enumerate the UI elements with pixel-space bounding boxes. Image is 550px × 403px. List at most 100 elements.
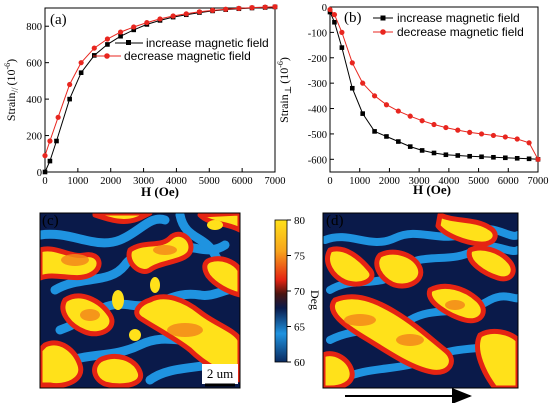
panel-a-xtick-label: 5000 — [199, 176, 220, 187]
panel-a-ytick-label: 800 — [26, 22, 42, 33]
panel-b-point-decrease — [349, 60, 355, 66]
panel-a-point-decrease — [78, 60, 84, 66]
panel-a-point-decrease — [262, 4, 268, 10]
panel-a-point-decrease — [67, 81, 73, 88]
panel-b-point-decrease — [478, 131, 485, 137]
panel-b-point-decrease — [455, 127, 461, 133]
panel-b-ytick-label: -500 — [308, 130, 327, 141]
panel-b-point-increase — [396, 139, 401, 144]
colorbar-tick-label: 80 — [294, 215, 306, 227]
panel-b-point-increase — [431, 150, 437, 156]
panel-b-ylabel: Strain⊥ (10-6) — [276, 57, 293, 123]
panel-a-series — [42, 4, 278, 175]
panel-a-axes: 0 1000 2000 3000 4000 5000 6000 7000 0 200 400 600 8… — [26, 22, 285, 187]
panel-a-ylabel-sub: // — [10, 87, 20, 93]
panel-b-ytick-label: -600 — [308, 155, 327, 166]
panel-a-ytick-label: 600 — [26, 59, 42, 70]
panel-b-point-increase — [360, 111, 365, 116]
panel-b-ytick-label: 0 — [322, 3, 327, 14]
panel-b-xlabel: H (Oe) — [413, 182, 451, 197]
panel-b-point-decrease — [502, 134, 508, 140]
panel-b-legend-marker-increase — [380, 15, 386, 21]
panel-b-legend-increase: increase magnetic field — [397, 11, 520, 25]
colorbar-tick-label: 65 — [294, 322, 306, 334]
panel-a-point-increase — [78, 70, 84, 75]
panel-b-chart: 0 1000 2000 3000 4000 5000 6000 7000 0 -100 -200 -3… — [276, 3, 549, 197]
colorbar-label: Deg — [308, 290, 322, 310]
panel-a-ylabel-main: Strain — [4, 93, 18, 122]
panel-a-point-decrease — [55, 114, 61, 120]
panel-a-ylabel: Strain// (10-6) — [3, 59, 20, 121]
panel-b-point-increase — [443, 152, 449, 158]
panel-a-point-increase — [105, 42, 110, 47]
panel-a-legend-marker-decrease — [104, 53, 110, 59]
panel-b-point-increase — [372, 129, 377, 134]
panel-b-point-decrease — [360, 80, 366, 86]
panel-a-legend-marker-increase — [126, 40, 131, 45]
panel-b-xtick-label: 7000 — [528, 176, 549, 187]
panel-b-point-decrease — [407, 113, 413, 119]
panel-a-ytick-label: 400 — [26, 95, 42, 106]
panel-b-point-decrease — [383, 102, 390, 108]
panel-b-plot-frame — [329, 6, 539, 173]
panel-b-xtick-label: 2000 — [379, 176, 400, 187]
panel-a-xtick-label: 6000 — [232, 176, 253, 187]
panel-b-point-decrease — [395, 108, 401, 114]
panel-b-point-decrease — [535, 156, 541, 162]
panel-a-point-decrease — [144, 19, 150, 26]
colorbar: 80 75 70 65 60 Deg — [274, 215, 322, 369]
panel-a-legend: increase magnetic field decrease magneti… — [93, 36, 269, 63]
panel-b-point-decrease — [419, 118, 425, 124]
scalebar: 2 um — [202, 364, 238, 387]
panel-a-point-increase — [47, 158, 53, 164]
panel-b-point-decrease — [431, 121, 437, 128]
panel-a-xtick-label: 4000 — [166, 176, 187, 187]
panel-a-xtick-label: 7000 — [265, 176, 286, 187]
panel-b-series — [327, 6, 541, 162]
panel-a-xtick-label: 0 — [42, 176, 47, 187]
panel-b-point-decrease — [526, 140, 532, 146]
panel-b-xtick-label: 3000 — [409, 176, 430, 187]
panel-b-legend-decrease: decrease magnetic field — [397, 25, 524, 39]
colorbar-ticks: 80 75 70 65 60 — [287, 215, 306, 369]
panel-c-domain-image: (c) 2 um — [39, 212, 241, 389]
panel-a-xtick-label: 1000 — [67, 176, 88, 187]
panel-b-ylabel-main: Strain — [277, 94, 291, 123]
panel-c-label: (c) — [42, 213, 59, 229]
panel-a-ytick-label: 200 — [26, 132, 42, 143]
panel-a-point-decrease — [117, 29, 124, 35]
panel-b-point-decrease — [371, 93, 378, 99]
panel-a-label: (a) — [50, 12, 67, 28]
panel-a-point-decrease — [131, 24, 137, 30]
panel-b-point-decrease — [327, 6, 333, 13]
panel-a-legend-decrease: decrease magnetic field — [124, 49, 251, 63]
scalebar-label: 2 um — [207, 366, 233, 381]
panel-a-xtick-label: 3000 — [133, 176, 154, 187]
panel-b-point-decrease — [339, 29, 345, 35]
panel-a-point-decrease — [104, 36, 111, 42]
panel-a-point-decrease — [272, 4, 278, 10]
panel-a-point-increase — [91, 53, 97, 58]
panel-b-point-increase — [349, 85, 355, 91]
colorbar-tick-label: 75 — [294, 251, 306, 263]
panel-a-ytick-label: 0 — [37, 168, 42, 179]
panel-b-point-increase — [467, 153, 472, 159]
panel-b-axes: 0 1000 2000 3000 4000 5000 6000 7000 0 -100 -200 -3… — [308, 3, 549, 187]
panel-b-ylabel-exp: -6 — [276, 61, 285, 68]
panel-a-point-decrease — [249, 5, 255, 11]
panel-b-point-decrease — [490, 132, 497, 139]
panel-b-ylabel-close: ) — [277, 57, 291, 61]
panel-b-ytick-label: -400 — [308, 105, 327, 116]
panel-a-chart: 0 1000 2000 3000 4000 5000 6000 7000 0 200 400 600 8… — [3, 4, 286, 199]
panel-a-series-line-1 — [44, 6, 276, 156]
panel-a-point-decrease — [223, 6, 229, 12]
panel-b-point-decrease — [467, 129, 473, 135]
panel-a-point-decrease — [91, 45, 97, 51]
panel-d-domain-image: (d) — [322, 212, 519, 403]
panel-b-xtick-label: 1000 — [349, 176, 370, 187]
panel-a-point-decrease — [236, 5, 242, 11]
panel-b-legend-marker-decrease — [380, 29, 386, 35]
panel-b-xtick-label: 6000 — [498, 176, 519, 187]
panel-a-point-increase — [54, 138, 59, 144]
